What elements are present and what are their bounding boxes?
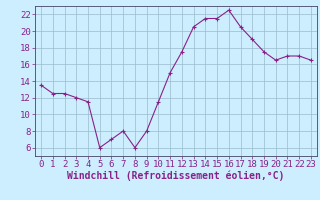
- X-axis label: Windchill (Refroidissement éolien,°C): Windchill (Refroidissement éolien,°C): [67, 171, 285, 181]
